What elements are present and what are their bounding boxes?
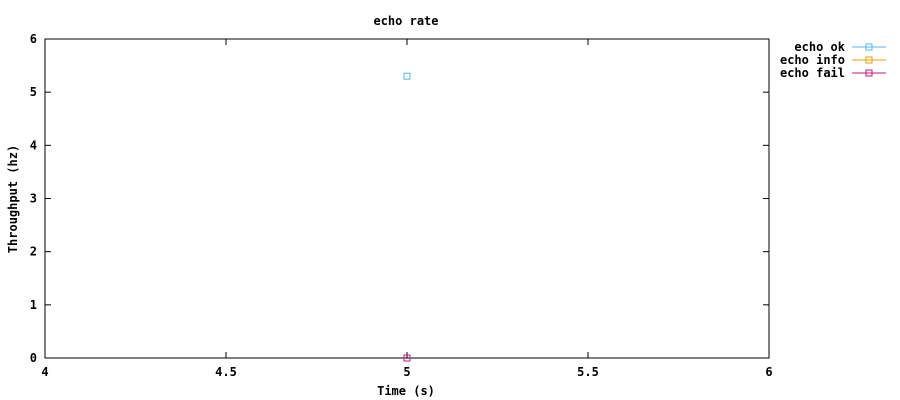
plot-frame: [44, 38, 770, 359]
legend-label: echo info: [780, 53, 845, 67]
legend-label: echo ok: [794, 40, 845, 54]
legend-marker: [865, 69, 873, 77]
y-axis-label: Throughput (hz): [6, 145, 20, 253]
y-tick-label: 6: [30, 32, 37, 46]
y-tick-label: 4: [30, 138, 37, 152]
x-tick-label: 5: [403, 365, 410, 379]
x-tick-label: 5.5: [577, 365, 599, 379]
legend-marker: [865, 56, 873, 64]
x-axis-label: Time (s): [377, 384, 435, 398]
data-point: [403, 354, 411, 362]
data-point: [403, 72, 411, 80]
legend-marker: [865, 43, 873, 51]
y-tick-label: 1: [30, 298, 37, 312]
x-tick-label: 6: [765, 365, 772, 379]
y-tick-label: 2: [30, 245, 37, 259]
y-tick-label: 5: [30, 85, 37, 99]
y-tick-label: 3: [30, 192, 37, 206]
y-axis-ticks: 0 1 2 3 4 5 6: [30, 32, 769, 365]
y-tick-label: 0: [30, 351, 37, 365]
legend-label: echo fail: [780, 66, 845, 80]
x-axis-ticks: 4 4.5 5 5.5 6: [41, 39, 773, 379]
data-points: [403, 72, 411, 362]
x-tick-label: 4.5: [215, 365, 237, 379]
chart-title: echo rate: [373, 14, 438, 28]
x-tick-label: 4: [41, 365, 48, 379]
